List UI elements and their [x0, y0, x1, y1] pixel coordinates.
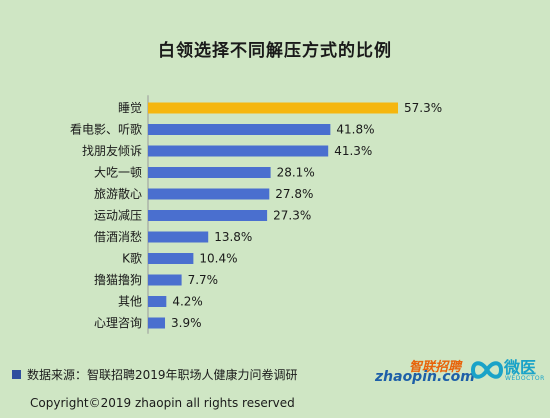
category-label-10: 心理咨询 — [94, 315, 142, 330]
wedoctor-logo: 微医 WEDOCTOR — [470, 354, 546, 388]
value-label-1: 41.8% — [336, 123, 374, 137]
category-label-2: 找朋友倾诉 — [82, 144, 142, 158]
value-label-2: 41.3% — [334, 144, 372, 158]
category-label-4: 旅游散心 — [94, 186, 142, 201]
value-label-5: 27.3% — [273, 209, 311, 223]
category-label-6: 借酒消愁 — [94, 230, 142, 244]
bar-9 — [148, 296, 167, 307]
value-label-0: 57.3% — [404, 101, 442, 115]
bar-5 — [148, 210, 268, 221]
data-source-text: 数据来源：智联招聘2019年职场人健康力问卷调研 — [27, 368, 298, 382]
category-label-1: 看电影、听歌 — [70, 122, 142, 137]
category-label-0: 睡觉 — [118, 101, 142, 115]
zhaopin-logo-cn: 智联招聘 — [408, 360, 461, 375]
value-label-8: 7.7% — [188, 273, 219, 287]
value-label-10: 3.9% — [171, 316, 202, 330]
bar-2 — [148, 145, 329, 157]
category-label-5: 运动减压 — [94, 209, 142, 223]
infinity-icon — [470, 361, 504, 379]
value-label-6: 13.8% — [214, 230, 252, 244]
bar-8 — [148, 274, 182, 286]
bar-6 — [148, 231, 209, 243]
wedoctor-logo-cn: 微医 — [504, 358, 537, 377]
value-label-4: 27.8% — [275, 187, 313, 201]
bar-10 — [148, 317, 166, 329]
category-label-8: 撸猫撸狗 — [94, 272, 142, 287]
category-label-7: K歌 — [122, 251, 142, 266]
bar-1 — [148, 124, 331, 135]
category-label-3: 大吃一顿 — [94, 166, 142, 180]
category-label-9: 其他 — [118, 295, 142, 309]
value-label-3: 28.1% — [277, 166, 315, 180]
bar-4 — [148, 188, 270, 200]
bar-3 — [148, 167, 271, 178]
zhaopin-logo: 智联招聘 zhaopin.com — [375, 356, 475, 386]
copyright-text: Copyright©2019 zhaopin all rights reserv… — [30, 396, 295, 410]
zhaopin-logo-en: zhaopin.com — [375, 369, 475, 385]
square-bullet-icon — [12, 370, 21, 379]
bar-7 — [148, 253, 194, 264]
data-source: 数据来源：智联招聘2019年职场人健康力问卷调研 — [12, 366, 298, 383]
value-label-7: 10.4% — [199, 252, 237, 266]
chart-title: 白领选择不同解压方式的比例 — [158, 41, 392, 61]
wedoctor-logo-en: WEDOCTOR — [505, 375, 545, 382]
value-label-9: 4.2% — [172, 295, 203, 309]
bar-0 — [148, 102, 398, 114]
